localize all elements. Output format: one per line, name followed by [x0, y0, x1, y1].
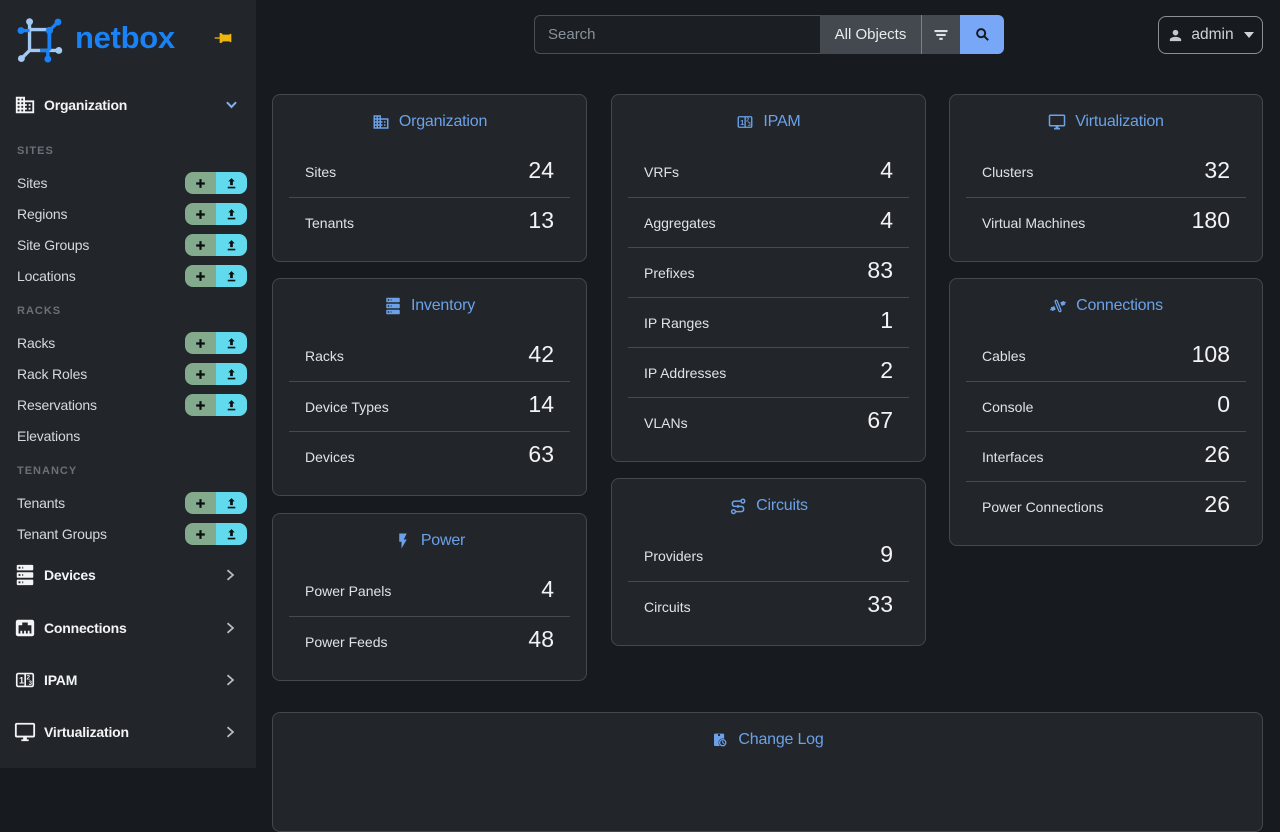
svg-text:3: 3: [748, 122, 751, 128]
svg-text:1: 1: [741, 118, 745, 127]
svg-text:3: 3: [28, 680, 32, 687]
svg-text:1: 1: [19, 676, 24, 686]
